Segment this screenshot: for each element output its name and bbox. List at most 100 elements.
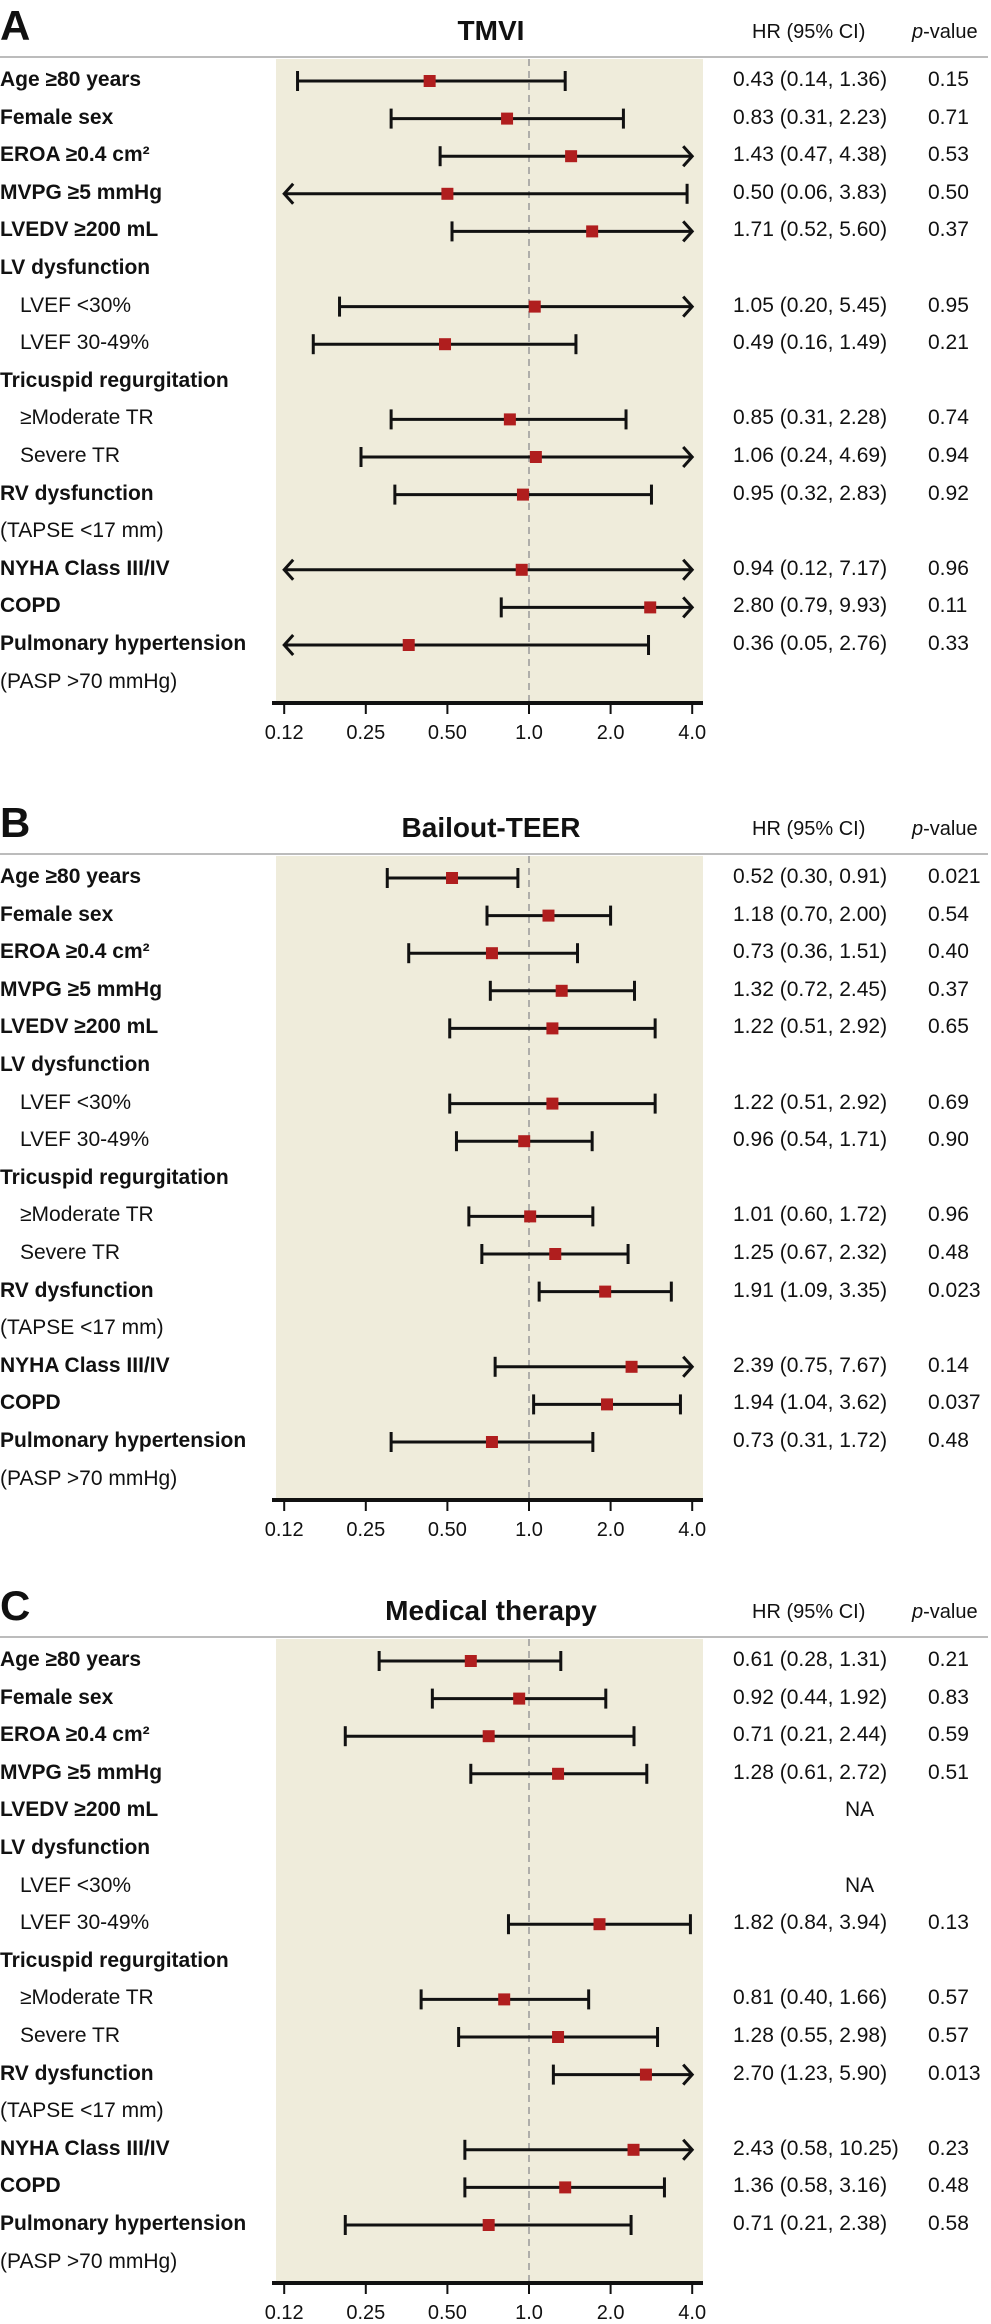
hr-ci-text: 1.82 (0.84, 3.94)	[733, 1911, 888, 1935]
row-label: ≥Moderate TR	[20, 406, 154, 430]
hr-ci-text: 1.22 (0.51, 2.92)	[733, 1015, 888, 1039]
hr-point-marker	[542, 909, 555, 922]
hr-ci-text: 0.36 (0.05, 2.76)	[733, 632, 888, 655]
row-label: LV dysfunction	[0, 256, 151, 279]
ci-arrow-right	[682, 1355, 695, 1378]
row-label: EROA ≥0.4 cm²	[0, 1723, 150, 1747]
p-value: 0.50	[928, 180, 969, 204]
hr-ci-text: 0.61 (0.28, 1.31)	[733, 1648, 888, 1671]
hr-point-marker	[565, 150, 578, 163]
row-label: MVPG ≥5 mmHg	[0, 977, 163, 1001]
p-value: 0.69	[928, 1090, 969, 1114]
p-value: 0.53	[928, 143, 969, 167]
hr-point-marker	[528, 300, 541, 313]
p-value-column-header: p-value	[912, 18, 978, 46]
hr-point-marker	[482, 2219, 495, 2231]
hr-column-header: HR (95% CI)	[752, 818, 866, 840]
hr-ci-text: 1.71 (0.52, 5.60)	[733, 218, 888, 242]
hr-point-marker	[601, 1398, 614, 1411]
row-label: LVEDV ≥200 mL	[0, 1015, 159, 1039]
hr-point-marker	[555, 984, 568, 997]
p-value: 0.65	[928, 1015, 969, 1039]
hr-not-available: NA	[845, 1798, 875, 1822]
hr-point-marker	[546, 1022, 559, 1035]
hr-ci-text: 1.06 (0.24, 4.69)	[733, 444, 888, 467]
hr-point-marker	[639, 2068, 652, 2081]
hr-ci-text: 0.73 (0.36, 1.51)	[733, 940, 888, 964]
row-label: Age ≥80 years	[0, 68, 142, 91]
row-label: MVPG ≥5 mmHg	[0, 1760, 163, 1784]
ci-arrow-left	[282, 182, 295, 205]
x-tick-label: 2.0	[596, 2302, 625, 2324]
forest-panel-a: 0.12 0.25 0.50 1.0 2.0 4.0 A TMVI HR (95% CI) p-v…	[0, 0, 991, 790]
p-value: 0.92	[928, 481, 969, 505]
x-tick-label: 4.0	[678, 1519, 707, 1541]
hr-ci-text: 1.91 (1.09, 3.35)	[733, 1278, 888, 1302]
row-label: LV dysfunction	[0, 1053, 151, 1076]
p-value: 0.57	[928, 1986, 969, 2010]
x-tick-label: 1.0	[515, 1519, 543, 1541]
hr-point-marker	[549, 1248, 562, 1260]
row-label: Female sex	[0, 1685, 114, 1709]
x-tick-label: 0.12	[264, 722, 304, 744]
hr-point-marker	[559, 2181, 572, 2194]
hr-ci-text: 0.83 (0.31, 2.23)	[733, 105, 888, 129]
hr-point-marker	[518, 1135, 531, 1148]
row-label: LVEF 30-49%	[20, 1911, 150, 1935]
hr-column-header: HR (95% CI)	[752, 21, 866, 43]
row-label: RV dysfunction	[0, 2061, 154, 2085]
x-tick-label: 0.25	[346, 2302, 386, 2324]
ci-arrow-right	[682, 558, 695, 581]
row-label: COPD	[0, 594, 61, 618]
hr-point-marker	[485, 947, 498, 960]
ci-arrow-right	[682, 145, 695, 168]
hr-point-marker	[464, 1655, 477, 1667]
p-value: 0.83	[928, 1685, 969, 1709]
row-label: RV dysfunction	[0, 1278, 154, 1302]
row-label: COPD	[0, 2174, 61, 2198]
p-value: 0.21	[928, 1648, 969, 1671]
row-label: Tricuspid regurgitation	[0, 1165, 229, 1189]
p-value-header-rest: -value	[923, 1601, 978, 1623]
hr-point-marker	[546, 1097, 559, 1110]
forest-panel-b: 0.12 0.25 0.50 1.0 2.0 4.0 B Bailout-TEER HR (95…	[0, 797, 991, 1587]
row-label: (TAPSE <17 mm)	[0, 1316, 164, 1340]
hr-point-marker	[599, 1285, 612, 1298]
row-label: LVEF 30-49%	[20, 331, 150, 355]
hr-point-marker	[498, 1993, 511, 2006]
p-value-header-rest: -value	[923, 818, 978, 840]
panel-title: Medical therapy	[385, 1595, 597, 1626]
row-label: Age ≥80 years	[0, 865, 142, 888]
plot-background	[276, 1639, 703, 2283]
hr-point-marker	[423, 75, 436, 87]
header-divider	[0, 56, 988, 58]
hr-point-marker	[482, 1730, 495, 1743]
hr-ci-text: 0.50 (0.06, 3.83)	[733, 180, 888, 204]
hr-point-marker	[524, 1210, 537, 1223]
p-value: 0.40	[928, 940, 969, 964]
row-label: Female sex	[0, 902, 114, 926]
row-label: LVEDV ≥200 mL	[0, 1798, 159, 1822]
hr-point-marker	[515, 563, 528, 576]
p-value: 0.013	[928, 2061, 981, 2085]
p-value: 0.037	[928, 1391, 981, 1415]
hr-column-header: HR (95% CI)	[752, 1601, 866, 1623]
p-value: 0.74	[928, 406, 969, 430]
p-value: 0.96	[928, 556, 969, 580]
p-value-header-italic: p	[912, 818, 924, 840]
x-tick-label: 0.12	[264, 1519, 304, 1541]
p-value: 0.37	[928, 977, 969, 1001]
row-label: (TAPSE <17 mm)	[0, 519, 164, 543]
x-tick-label: 4.0	[678, 2302, 707, 2324]
hr-ci-text: 1.32 (0.72, 2.45)	[733, 977, 888, 1001]
hr-point-marker	[446, 872, 459, 884]
p-value-header-italic: p	[912, 21, 924, 43]
p-value: 0.96	[928, 1203, 969, 1227]
x-tick-label: 2.0	[596, 722, 625, 744]
row-label: ≥Moderate TR	[20, 1986, 154, 2010]
hr-point-marker	[439, 338, 452, 351]
hr-point-marker	[501, 112, 514, 125]
row-label: (PASP >70 mmHg)	[0, 2249, 178, 2273]
p-value: 0.14	[928, 1353, 969, 1377]
p-value-column-header: p-value	[912, 815, 978, 843]
